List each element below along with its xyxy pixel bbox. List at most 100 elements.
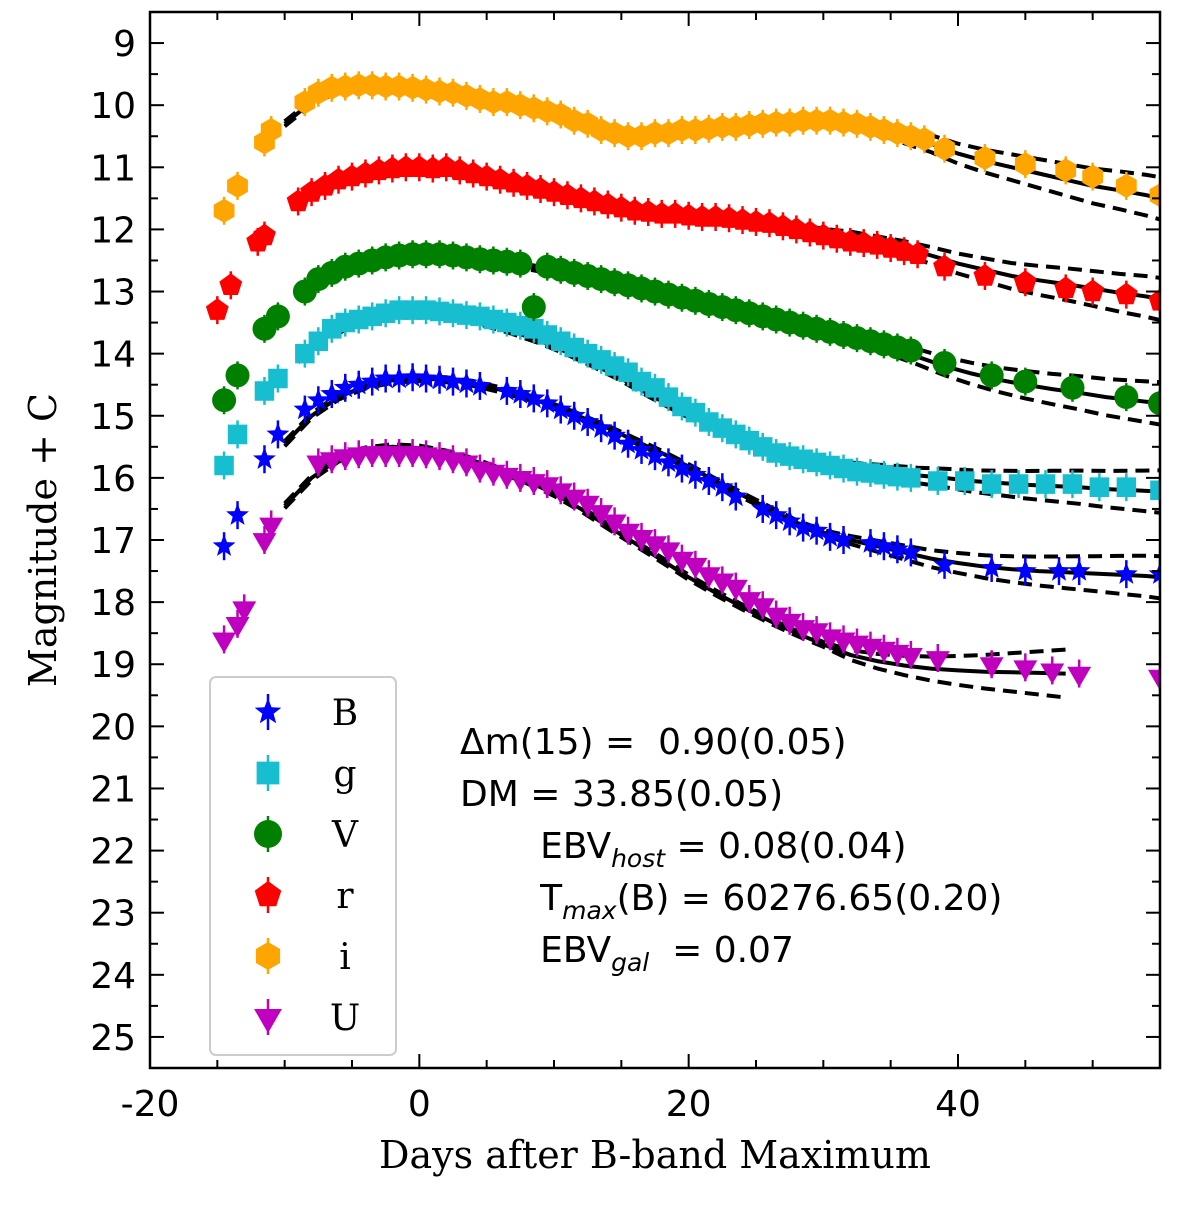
y-tick-label: 22 <box>90 832 136 873</box>
y-tick-label: 25 <box>90 1018 136 1059</box>
data-point-U <box>710 573 735 595</box>
data-point-r <box>253 223 276 246</box>
x-tick-label: 20 <box>666 1084 712 1125</box>
data-point-V <box>1114 385 1139 410</box>
data-point-B <box>293 397 317 420</box>
series-i <box>213 71 1160 225</box>
data-point-U <box>737 592 762 613</box>
data-point-g <box>901 468 921 488</box>
legend-marker-V <box>254 820 282 848</box>
data-point-i <box>227 173 248 198</box>
data-point-i <box>934 136 955 161</box>
data-point-B <box>751 496 775 519</box>
data-point-U <box>683 557 708 579</box>
tmax-annotation: Tmax(B) = 60276.65(0.20) <box>460 878 1060 925</box>
data-point-B <box>657 450 680 473</box>
data-point-r <box>933 254 956 277</box>
ebv-gal-value: = 0.07 <box>649 930 794 971</box>
dm-annotation: DM = 33.85(0.05) <box>460 774 783 815</box>
data-point-U <box>1013 660 1038 682</box>
data-point-U <box>925 651 950 672</box>
data-point-g <box>268 368 288 389</box>
data-point-V <box>932 351 957 375</box>
data-point-r <box>973 264 997 286</box>
data-point-B <box>226 503 249 525</box>
series-U <box>212 439 1160 691</box>
data-point-g <box>1035 474 1056 494</box>
data-point-U <box>1148 669 1160 691</box>
data-point-B <box>630 437 653 460</box>
data-points <box>205 71 1160 691</box>
data-point-B <box>401 365 424 387</box>
y-tick-label: 24 <box>90 956 136 997</box>
data-point-U <box>575 495 600 517</box>
data-point-g <box>981 474 1002 494</box>
dm15-annotation: Δm(15) = 0.90(0.05) <box>460 722 847 763</box>
data-point-B <box>562 403 586 426</box>
data-point-g <box>928 471 948 491</box>
data-point-B <box>684 462 707 485</box>
legend-item-r: r <box>254 876 354 917</box>
data-point-r <box>1148 288 1160 311</box>
fit-parameters: Δm(15) = 0.90(0.05) DM = 33.85(0.05) EBV… <box>460 722 1060 977</box>
y-tick-label: 19 <box>90 645 136 686</box>
data-point-B <box>522 386 546 409</box>
data-point-V <box>212 388 237 413</box>
data-point-B <box>589 416 613 438</box>
legend-label: g <box>333 754 356 795</box>
data-point-B <box>1013 559 1037 581</box>
y-tick-label: 21 <box>90 769 136 810</box>
data-point-B <box>508 382 532 404</box>
series-B <box>212 363 1160 589</box>
data-point-B <box>670 456 694 479</box>
legend-item-B: B <box>254 693 358 734</box>
data-point-B <box>441 369 465 392</box>
data-point-g <box>1116 477 1137 497</box>
data-point-B <box>724 484 748 507</box>
data-point-U <box>898 648 923 669</box>
data-point-V <box>1060 375 1085 400</box>
legend-label: V <box>331 815 359 856</box>
data-point-B <box>320 382 344 404</box>
series-r <box>205 153 1160 325</box>
data-point-U <box>602 514 627 536</box>
data-point-B <box>872 534 896 556</box>
data-point-B <box>428 367 451 390</box>
data-point-B <box>933 552 956 575</box>
data-point-U <box>548 483 573 505</box>
data-point-U <box>306 455 331 477</box>
fit-envelope-r-upper <box>310 164 1160 280</box>
data-point-V <box>898 338 923 363</box>
y-tick-label: 15 <box>90 397 136 438</box>
y-tick-label: 14 <box>90 335 136 376</box>
y-tick-label: 12 <box>90 210 136 251</box>
data-point-B <box>549 397 573 420</box>
data-point-U <box>259 517 284 539</box>
data-point-B <box>778 509 802 532</box>
data-point-B <box>360 369 384 392</box>
data-point-B <box>805 518 828 541</box>
data-point-U <box>629 530 654 551</box>
data-point-r <box>205 298 229 320</box>
legend-marker-U <box>254 1009 282 1034</box>
data-point-B <box>414 366 438 389</box>
y-tick-label: 10 <box>90 86 136 127</box>
data-point-U <box>319 452 344 473</box>
x-tick-label: 40 <box>935 1084 981 1125</box>
y-axis-label: Magnitude + C <box>21 393 65 687</box>
data-point-B <box>697 469 721 491</box>
legend-box <box>209 676 397 1056</box>
y-tick-label: 23 <box>90 894 136 935</box>
legend-item-V: V <box>254 815 359 856</box>
data-point-B <box>859 531 882 553</box>
data-point-r <box>1081 279 1105 302</box>
ebv-gal-subscript: gal <box>611 948 649 977</box>
data-point-B <box>468 373 492 396</box>
data-point-B <box>980 556 1004 578</box>
data-point-V <box>225 363 250 388</box>
legend-label: i <box>339 937 351 978</box>
legend-item-i: i <box>255 937 351 978</box>
data-point-V <box>265 304 290 329</box>
data-point-B <box>1047 559 1071 581</box>
